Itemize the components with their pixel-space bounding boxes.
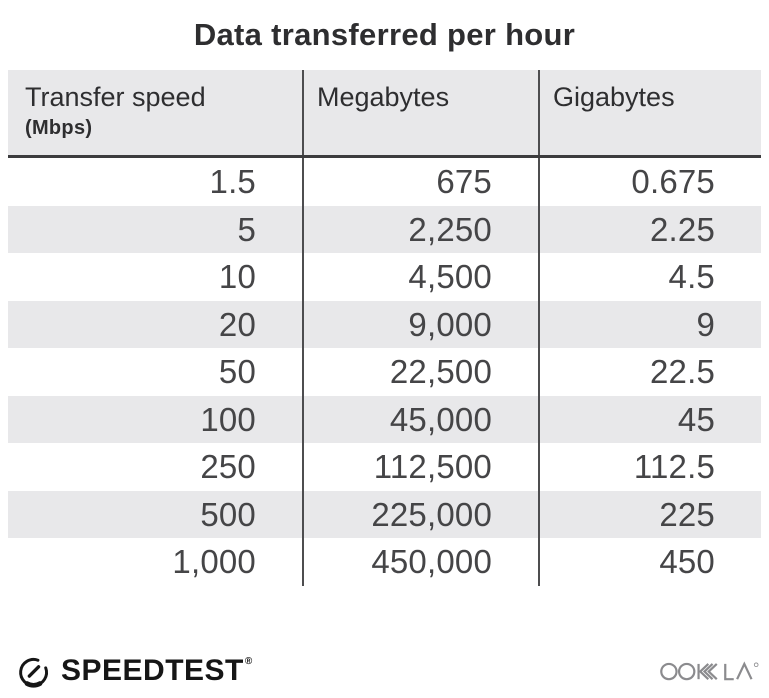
table-row: 5 2,250 2.25 xyxy=(8,205,761,253)
table-header-row: Transfer speed (Mbps) Megabytes Gigabyte… xyxy=(8,70,761,158)
footer: SPEEDTEST ® xyxy=(15,652,760,689)
speedtest-trademark-icon: ® xyxy=(244,656,253,667)
cell-transfer-speed: 250 xyxy=(200,448,256,485)
table-row: 1,000 450,000 450 xyxy=(8,538,761,586)
cell-transfer-speed: 1.5 xyxy=(209,163,256,200)
cell-megabytes: 22,500 xyxy=(302,348,538,396)
table-row: 250 112,500 112.5 xyxy=(8,443,761,491)
header-gigabytes: Gigabytes xyxy=(538,70,761,155)
cell-transfer-speed: 500 xyxy=(200,495,256,533)
cell-gigabytes: 225 xyxy=(538,490,761,538)
header-megabytes: Megabytes xyxy=(302,70,538,155)
cell-transfer-speed: 50 xyxy=(218,353,256,390)
cell-gigabytes: 45 xyxy=(538,395,761,443)
cell-transfer-speed: 1,000 xyxy=(172,543,256,580)
cell-gigabytes: 450 xyxy=(538,538,761,586)
table-body: 1.5 675 0.675 5 2,250 2.25 10 4,500 4.5 … xyxy=(8,158,761,586)
table-row: 100 45,000 45 xyxy=(8,395,761,443)
cell-transfer-speed: 100 xyxy=(200,400,256,438)
cell-transfer-speed: 10 xyxy=(218,258,256,295)
cell-megabytes: 112,500 xyxy=(302,443,538,491)
header-transfer-speed: Transfer speed (Mbps) xyxy=(8,70,302,155)
speedtest-gauge-icon xyxy=(19,658,48,688)
table-row: 20 9,000 9 xyxy=(8,300,761,348)
header-mbps-unit-label: (Mbps) xyxy=(25,117,93,139)
cell-transfer-speed: 5 xyxy=(237,210,256,248)
table-row: 1.5 675 0.675 xyxy=(8,158,761,206)
cell-megabytes: 45,000 xyxy=(302,395,538,443)
speedtest-logo: SPEEDTEST ® xyxy=(15,652,252,689)
cell-megabytes: 9,000 xyxy=(302,300,538,348)
table-row: 50 22,500 22.5 xyxy=(8,348,761,396)
cell-gigabytes: 112.5 xyxy=(538,443,761,491)
table-row: 500 225,000 225 xyxy=(8,490,761,538)
cell-megabytes: 2,250 xyxy=(302,205,538,253)
cell-megabytes: 225,000 xyxy=(302,490,538,538)
cell-transfer-speed: 20 xyxy=(218,305,256,343)
data-table: Transfer speed (Mbps) Megabytes Gigabyte… xyxy=(8,70,761,586)
page-title: Data transferred per hour xyxy=(193,17,576,52)
header-transfer-speed-label: Transfer speed xyxy=(25,82,206,112)
cell-megabytes: 675 xyxy=(302,158,538,206)
cell-gigabytes: 2.25 xyxy=(538,205,761,253)
table-row: 10 4,500 4.5 xyxy=(8,253,761,301)
ookla-logo xyxy=(660,656,760,685)
cell-gigabytes: 22.5 xyxy=(538,348,761,396)
cell-gigabytes: 4.5 xyxy=(538,253,761,301)
ookla-wordmark xyxy=(660,661,759,681)
speedtest-wordmark: SPEEDTEST xyxy=(61,653,244,687)
cell-gigabytes: 0.675 xyxy=(538,158,761,206)
cell-megabytes: 450,000 xyxy=(302,538,538,586)
cell-megabytes: 4,500 xyxy=(302,253,538,301)
cell-gigabytes: 9 xyxy=(538,300,761,348)
